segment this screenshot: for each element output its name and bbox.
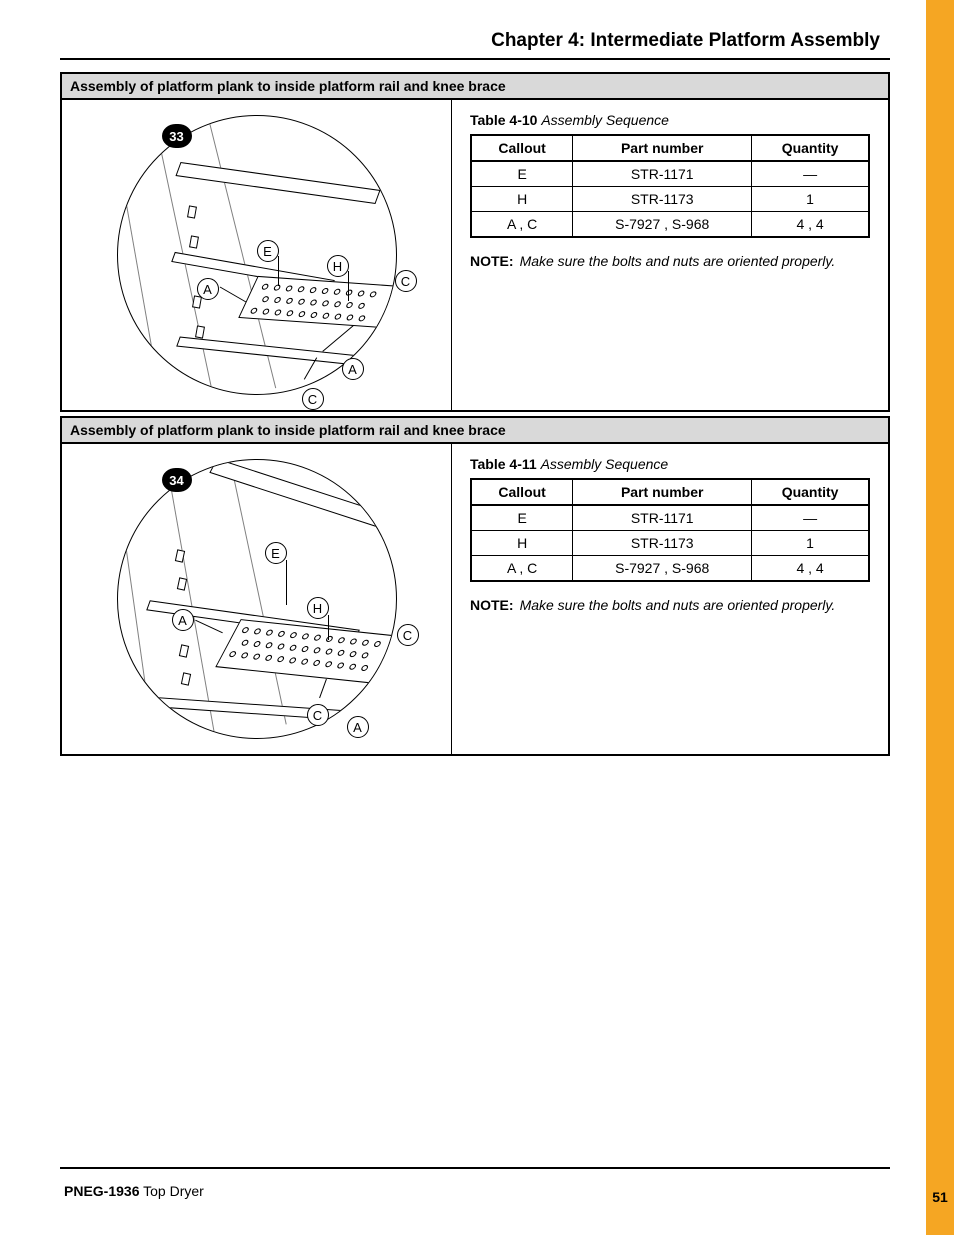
- cell: E: [471, 505, 573, 531]
- cell: A , C: [471, 212, 573, 238]
- callout-label: H: [307, 597, 329, 619]
- note-label: NOTE:: [470, 252, 520, 272]
- cell: H: [471, 531, 573, 556]
- col-part-number: Part number: [573, 135, 752, 161]
- note: NOTE: Make sure the bolts and nuts are o…: [470, 596, 870, 616]
- callout-label: C: [397, 624, 419, 646]
- table-number: Table 4-10: [470, 112, 537, 128]
- step-badge: 33: [162, 124, 192, 148]
- cell: H: [471, 187, 573, 212]
- callout-label: C: [395, 270, 417, 292]
- cell: —: [752, 161, 869, 187]
- cell: 1: [752, 187, 869, 212]
- callout-label: C: [302, 388, 324, 410]
- callout-label: E: [265, 542, 287, 564]
- diagram-cell: 34 E H A C C A: [62, 444, 452, 754]
- col-callout: Callout: [471, 135, 573, 161]
- cell: STR-1171: [573, 505, 752, 531]
- diagram-circle: [117, 459, 397, 739]
- doc-title: Top Dryer: [143, 1183, 204, 1199]
- section-33: Assembly of platform plank to inside pla…: [60, 72, 890, 412]
- table-caption: Table 4-11 Assembly Sequence: [470, 456, 870, 472]
- note-text: Make sure the bolts and nuts are oriente…: [520, 596, 836, 616]
- cell: 4 , 4: [752, 212, 869, 238]
- callout-label: A: [347, 716, 369, 738]
- assembly-diagram-34: 34 E H A C C A: [107, 454, 407, 744]
- table-title: Assembly Sequence: [541, 456, 669, 472]
- cell: 4 , 4: [752, 556, 869, 582]
- cell: 1: [752, 531, 869, 556]
- cell: S-7927 , S-968: [573, 212, 752, 238]
- col-quantity: Quantity: [752, 135, 869, 161]
- section-body: 33 E H C A A C Table 4-10 Assembly Seque…: [62, 100, 888, 410]
- table-row: E STR-1171 —: [471, 161, 869, 187]
- section-body: 34 E H A C C A Table 4-11 Assembly Seque…: [62, 444, 888, 754]
- top-rule: [60, 58, 890, 60]
- callout-label: C: [307, 704, 329, 726]
- page-number: 51: [926, 1189, 954, 1205]
- table-header-row: Callout Part number Quantity: [471, 135, 869, 161]
- step-badge: 34: [162, 468, 192, 492]
- info-cell: Table 4-11 Assembly Sequence Callout Par…: [452, 444, 888, 754]
- cell: S-7927 , S-968: [573, 556, 752, 582]
- section-34: Assembly of platform plank to inside pla…: [60, 416, 890, 756]
- footer-row: PNEG-1936 Top Dryer: [60, 1183, 890, 1199]
- cell: A , C: [471, 556, 573, 582]
- assembly-diagram-33: 33 E H C A A C: [107, 110, 407, 400]
- side-accent-bar: [926, 0, 954, 1235]
- parts-table: Callout Part number Quantity E STR-1171 …: [470, 134, 870, 238]
- table-title: Assembly Sequence: [541, 112, 669, 128]
- table-number: Table 4-11: [470, 456, 537, 472]
- table-row: H STR-1173 1: [471, 187, 869, 212]
- cell: E: [471, 161, 573, 187]
- note: NOTE: Make sure the bolts and nuts are o…: [470, 252, 870, 272]
- page-content: Chapter 4: Intermediate Platform Assembl…: [60, 30, 890, 760]
- callout-label: E: [257, 240, 279, 262]
- doc-id: PNEG-1936: [64, 1183, 139, 1199]
- col-callout: Callout: [471, 479, 573, 505]
- callout-label: H: [327, 255, 349, 277]
- callout-label: A: [172, 609, 194, 631]
- table-row: A , C S-7927 , S-968 4 , 4: [471, 212, 869, 238]
- callout-label: A: [197, 278, 219, 300]
- info-cell: Table 4-10 Assembly Sequence Callout Par…: [452, 100, 888, 410]
- col-quantity: Quantity: [752, 479, 869, 505]
- page-footer: PNEG-1936 Top Dryer: [60, 1167, 890, 1199]
- table-row: A , C S-7927 , S-968 4 , 4: [471, 556, 869, 582]
- table-caption: Table 4-10 Assembly Sequence: [470, 112, 870, 128]
- note-text: Make sure the bolts and nuts are oriente…: [520, 252, 836, 272]
- cell: STR-1171: [573, 161, 752, 187]
- bottom-rule: [60, 1167, 890, 1169]
- table-row: E STR-1171 —: [471, 505, 869, 531]
- table-header-row: Callout Part number Quantity: [471, 479, 869, 505]
- diagram-circle: [117, 115, 397, 395]
- parts-table: Callout Part number Quantity E STR-1171 …: [470, 478, 870, 582]
- col-part-number: Part number: [573, 479, 752, 505]
- cell: STR-1173: [573, 187, 752, 212]
- section-header: Assembly of platform plank to inside pla…: [62, 74, 888, 100]
- cell: STR-1173: [573, 531, 752, 556]
- note-label: NOTE:: [470, 596, 520, 616]
- cell: —: [752, 505, 869, 531]
- callout-label: A: [342, 358, 364, 380]
- diagram-cell: 33 E H C A A C: [62, 100, 452, 410]
- chapter-title: Chapter 4: Intermediate Platform Assembl…: [60, 30, 890, 52]
- table-row: H STR-1173 1: [471, 531, 869, 556]
- section-header: Assembly of platform plank to inside pla…: [62, 418, 888, 444]
- footer-left: PNEG-1936 Top Dryer: [64, 1183, 204, 1199]
